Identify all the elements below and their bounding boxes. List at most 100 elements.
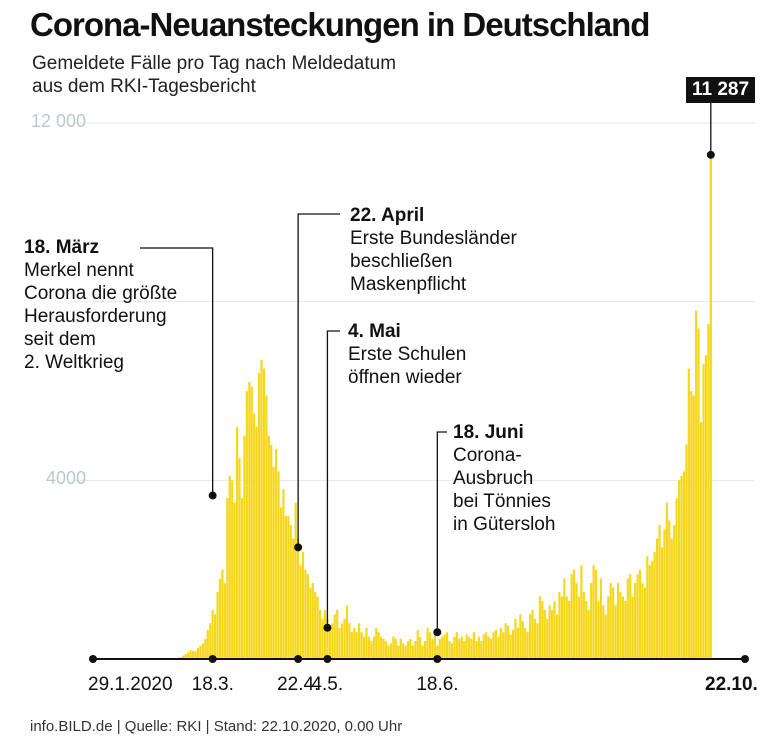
bar: [377, 632, 380, 659]
subtitle-line: Gemeldete Fälle pro Tag nach Meldedatum: [32, 53, 397, 74]
bar: [582, 592, 585, 659]
bar: [612, 587, 615, 659]
bar: [477, 636, 480, 659]
annotation-line: Maskenpflicht: [350, 274, 467, 295]
bar: [333, 614, 336, 659]
bar: [441, 636, 444, 659]
bar: [218, 578, 222, 659]
bar: [448, 641, 451, 659]
bar: [538, 596, 541, 659]
bar: [634, 583, 637, 659]
bar: [638, 569, 642, 659]
bar: [184, 654, 187, 659]
bar: [695, 310, 698, 659]
bar: [397, 645, 400, 659]
annotation-dot: [433, 628, 442, 637]
bar: [445, 632, 449, 659]
annotation-line: Erste Bundesländer: [350, 228, 517, 249]
x-axis-tick-dot: [89, 655, 97, 663]
bar: [416, 629, 419, 659]
bar: [558, 592, 561, 659]
bar: [482, 634, 485, 659]
bar: [345, 605, 349, 659]
annotation-dot: [294, 543, 303, 552]
peak-dot: [706, 150, 715, 159]
bar: [572, 569, 576, 659]
bar: [658, 525, 661, 659]
bar: [199, 645, 202, 659]
bar: [492, 632, 495, 659]
bar: [265, 395, 268, 659]
y-tick-label: 12 000: [30, 111, 86, 131]
bar: [497, 636, 500, 659]
annotation-leader-line: [436, 431, 447, 633]
bar: [343, 618, 346, 659]
bar: [340, 623, 344, 659]
bar: [367, 636, 371, 659]
bar: [355, 632, 358, 659]
bar: [543, 609, 546, 659]
bar: [480, 641, 483, 659]
bar: [580, 565, 583, 659]
peak-value-label: 11 287: [686, 77, 756, 103]
bar: [348, 623, 351, 659]
annotation-leader-line: [326, 330, 340, 628]
bar: [399, 638, 402, 659]
bar: [665, 502, 668, 659]
bar: [406, 641, 410, 659]
annotation-line: öffnen wieder: [348, 367, 462, 388]
annotation-dot: [323, 623, 332, 632]
bar: [426, 627, 429, 659]
chart-title: Corona-Neuansteckungen in Deutschland: [30, 6, 650, 43]
bar: [682, 471, 686, 659]
bar: [248, 382, 251, 659]
x-axis-tick-dot: [294, 655, 303, 663]
bar: [648, 565, 651, 659]
bar: [187, 652, 190, 659]
bar: [499, 627, 502, 659]
bar: [243, 435, 246, 659]
bar: [209, 623, 212, 659]
bar: [475, 641, 478, 659]
annotation-toennies: 18. Juni Corona- Ausbruch bei Tönnies in…: [453, 421, 555, 536]
annotation-dot: [208, 491, 217, 500]
bar: [590, 583, 593, 659]
subtitle-line: aus dem RKI-Tagesbericht: [32, 76, 256, 97]
bar: [409, 638, 412, 659]
bar: [604, 614, 607, 659]
x-tick-label: 18.6.: [416, 674, 459, 695]
bar: [609, 583, 612, 659]
bar: [546, 618, 549, 659]
bar: [301, 551, 305, 659]
bar: [206, 629, 209, 659]
bar: [182, 655, 185, 659]
bar: [250, 386, 253, 659]
x-axis-tick-dot: [323, 655, 332, 663]
annotation-line: Corona-: [453, 445, 522, 466]
bar: [704, 355, 708, 659]
bar: [424, 641, 427, 659]
bar: [599, 578, 603, 659]
bar: [467, 636, 471, 659]
bar: [372, 636, 375, 659]
bar: [270, 444, 273, 659]
annotation-line: Erste Schulen: [348, 344, 467, 365]
bar: [655, 538, 659, 659]
bar: [443, 634, 446, 659]
bar: [365, 627, 368, 659]
bar: [587, 609, 590, 659]
x-axis-tick-dot: [208, 655, 217, 663]
bar: [685, 444, 688, 659]
bar: [472, 632, 476, 659]
bar: [516, 627, 519, 659]
bar: [262, 368, 266, 659]
bar: [531, 609, 534, 659]
bar: [675, 498, 678, 659]
bar: [536, 623, 539, 659]
bar: [260, 359, 263, 659]
x-axis-tick-dot: [741, 655, 749, 663]
bar: [294, 502, 297, 659]
bar: [524, 627, 527, 659]
bar: [255, 426, 258, 659]
bar: [216, 592, 219, 659]
